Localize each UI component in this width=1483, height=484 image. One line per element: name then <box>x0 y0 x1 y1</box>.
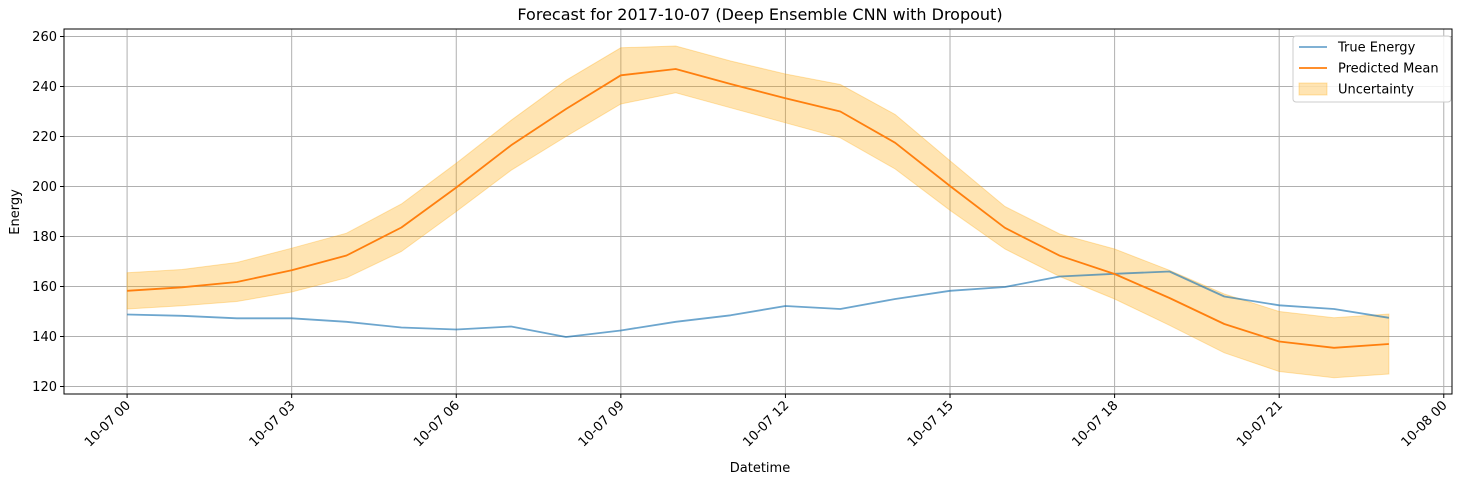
legend: True Energy Predicted Mean Uncertainty <box>1293 36 1451 102</box>
x-tick-label: 10-07 12 <box>740 398 792 450</box>
y-tick-label: 180 <box>32 230 57 245</box>
chart-title: Forecast for 2017-10-07 (Deep Ensemble C… <box>517 5 1002 24</box>
x-axis-ticks: 10-07 00 10-07 03 10-07 06 10-07 09 10-07 12… <box>82 394 1451 450</box>
y-tick-label: 120 <box>32 380 57 395</box>
x-tick-label: 10-07 09 <box>576 398 628 450</box>
y-tick-label: 200 <box>32 180 57 195</box>
y-tick-label: 240 <box>32 80 57 95</box>
legend-label: Predicted Mean <box>1338 62 1439 77</box>
legend-label: Uncertainty <box>1338 83 1414 98</box>
x-tick-label: 10-07 00 <box>82 398 134 450</box>
x-tick-label: 10-08 00 <box>1399 398 1451 450</box>
x-tick-label: 10-07 15 <box>905 398 957 450</box>
y-tick-label: 160 <box>32 280 57 295</box>
x-axis-title: Datetime <box>730 461 790 476</box>
x-tick-label: 10-07 03 <box>247 398 299 450</box>
x-tick-label: 10-07 06 <box>411 398 463 450</box>
y-tick-label: 220 <box>32 130 57 145</box>
y-tick-label: 260 <box>32 30 57 45</box>
uncertainty-band-layer <box>127 46 1389 378</box>
legend-swatch-uncertainty <box>1299 83 1327 95</box>
x-tick-label: 10-07 21 <box>1234 398 1286 450</box>
y-axis-ticks: 120 140 160 180 200 220 240 260 <box>32 30 64 395</box>
y-axis-title: Energy <box>8 189 23 235</box>
x-tick-label: 10-07 18 <box>1069 398 1121 450</box>
y-tick-label: 140 <box>32 330 57 345</box>
uncertainty-band <box>127 46 1389 378</box>
legend-label: True Energy <box>1337 41 1416 56</box>
